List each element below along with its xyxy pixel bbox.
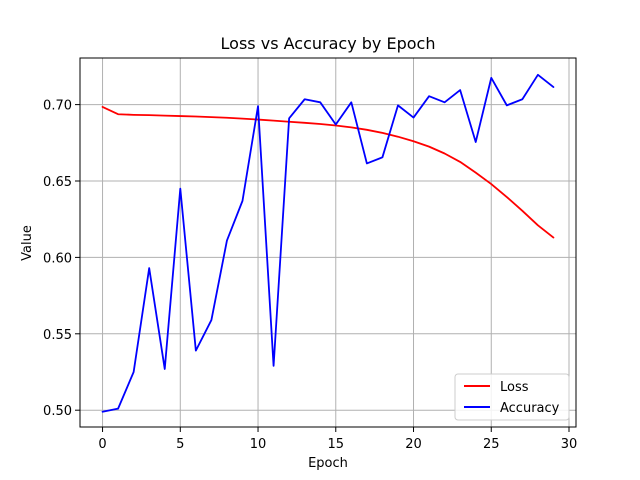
plot-frame [79, 57, 577, 428]
x-tick-label: 20 [405, 437, 422, 452]
y-tick-label: 0.60 [43, 251, 72, 266]
y-tick-label: 0.70 [43, 99, 72, 114]
chart-title: Loss vs Accuracy by Epoch [221, 34, 436, 53]
series-line-accuracy [101, 73, 555, 413]
x-tick-label: 0 [98, 437, 106, 452]
y-tick-label: 0.65 [43, 175, 72, 190]
x-tick-label: 10 [250, 437, 267, 452]
x-tick-label: 15 [328, 437, 345, 452]
x-tick-label: 30 [561, 437, 578, 452]
legend-label-accuracy: Accuracy [500, 401, 560, 416]
legend: Loss Accuracy [454, 373, 570, 421]
y-tick-label: 0.50 [43, 404, 72, 419]
tick-layer: 0 5 10 15 20 25 30 0.50 0.55 0.60 0.65 0.70 [43, 99, 577, 452]
series-layer [101, 73, 555, 413]
legend-label-loss: Loss [500, 380, 529, 395]
series-line-loss [101, 105, 555, 239]
y-axis-label: Value [20, 225, 35, 261]
x-tick-label: 5 [176, 437, 184, 452]
y-tick-label: 0.55 [43, 328, 72, 343]
x-tick-label: 25 [483, 437, 500, 452]
x-axis-label: Epoch [308, 456, 348, 471]
